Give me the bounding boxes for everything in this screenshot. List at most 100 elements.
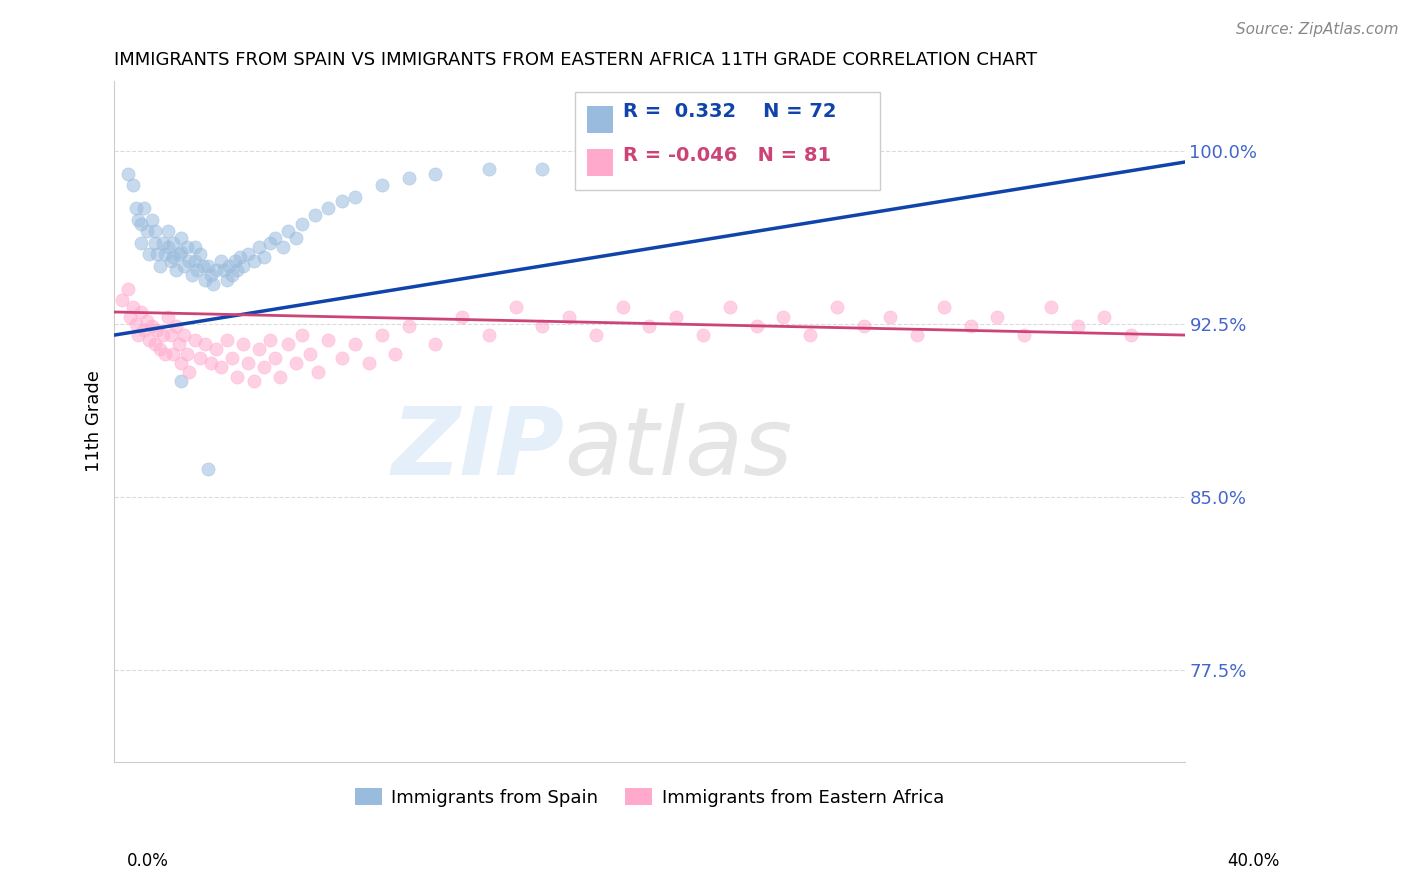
Point — [146, 323, 169, 337]
Text: 40.0%: 40.0% — [1227, 852, 1279, 870]
Point — [183, 254, 205, 268]
Point — [155, 346, 177, 360]
Point — [825, 301, 848, 315]
Point — [692, 328, 714, 343]
Point — [149, 259, 172, 273]
Point — [173, 328, 195, 343]
Point — [197, 462, 219, 476]
Point — [149, 342, 172, 356]
Point — [122, 301, 145, 315]
Point — [905, 328, 928, 343]
Point — [558, 310, 581, 324]
Point — [191, 259, 214, 273]
Point — [478, 161, 501, 176]
Point — [398, 318, 420, 333]
Point — [186, 263, 208, 277]
Point — [745, 318, 768, 333]
Point — [718, 301, 741, 315]
Point — [176, 346, 198, 360]
Point — [146, 247, 169, 261]
Point — [585, 328, 607, 343]
Point — [271, 240, 294, 254]
Point — [183, 240, 205, 254]
Point — [159, 254, 181, 268]
Point — [264, 231, 287, 245]
Point — [127, 212, 149, 227]
Point — [181, 268, 204, 282]
Point — [692, 160, 714, 174]
Point — [772, 310, 794, 324]
Text: R =  0.332    N = 72: R = 0.332 N = 72 — [623, 103, 837, 121]
Point — [505, 301, 527, 315]
FancyBboxPatch shape — [588, 106, 613, 133]
Point — [165, 263, 187, 277]
Point — [232, 337, 254, 351]
Point — [879, 310, 901, 324]
Point — [205, 263, 228, 277]
Point — [202, 277, 225, 292]
Point — [318, 333, 340, 347]
Text: 0.0%: 0.0% — [127, 852, 169, 870]
Point — [173, 259, 195, 273]
Point — [232, 259, 254, 273]
Point — [451, 310, 474, 324]
Point — [167, 337, 190, 351]
Point — [194, 273, 217, 287]
Point — [291, 328, 314, 343]
Point — [585, 161, 607, 176]
FancyBboxPatch shape — [575, 92, 880, 190]
Point — [159, 328, 181, 343]
Point — [170, 374, 193, 388]
Y-axis label: 11th Grade: 11th Grade — [86, 370, 103, 473]
Point — [135, 224, 157, 238]
Point — [531, 318, 554, 333]
Point — [221, 268, 243, 282]
Point — [242, 254, 264, 268]
Point — [229, 250, 252, 264]
Point — [125, 201, 148, 215]
Point — [183, 333, 205, 347]
Point — [357, 356, 380, 370]
Point — [176, 240, 198, 254]
Text: Source: ZipAtlas.com: Source: ZipAtlas.com — [1236, 22, 1399, 37]
Point — [132, 323, 155, 337]
Point — [384, 346, 406, 360]
Point — [264, 351, 287, 365]
Point — [215, 333, 238, 347]
Point — [371, 178, 394, 193]
Point — [117, 282, 139, 296]
Point — [129, 305, 152, 319]
Point — [226, 369, 249, 384]
Point — [200, 268, 222, 282]
Point — [259, 235, 281, 250]
Point — [194, 337, 217, 351]
Point — [285, 231, 308, 245]
Point — [162, 346, 184, 360]
Text: ZIP: ZIP — [391, 403, 564, 495]
Point — [253, 360, 276, 375]
Point — [1012, 328, 1035, 343]
Point — [141, 318, 163, 333]
Point — [138, 333, 160, 347]
Point — [344, 189, 367, 203]
Point — [111, 293, 134, 308]
Point — [298, 346, 321, 360]
Point — [1119, 328, 1142, 343]
Point — [238, 356, 260, 370]
Point — [117, 167, 139, 181]
Point — [398, 171, 420, 186]
Point — [162, 235, 184, 250]
Point — [156, 224, 179, 238]
Text: R = -0.046   N = 81: R = -0.046 N = 81 — [623, 146, 831, 165]
Point — [1066, 318, 1088, 333]
Point — [209, 254, 232, 268]
Point — [127, 328, 149, 343]
Point — [247, 342, 270, 356]
Point — [478, 328, 501, 343]
Point — [179, 254, 201, 268]
Point — [152, 235, 174, 250]
Point — [156, 240, 179, 254]
Point — [247, 240, 270, 254]
Point — [307, 365, 329, 379]
Point — [221, 351, 243, 365]
